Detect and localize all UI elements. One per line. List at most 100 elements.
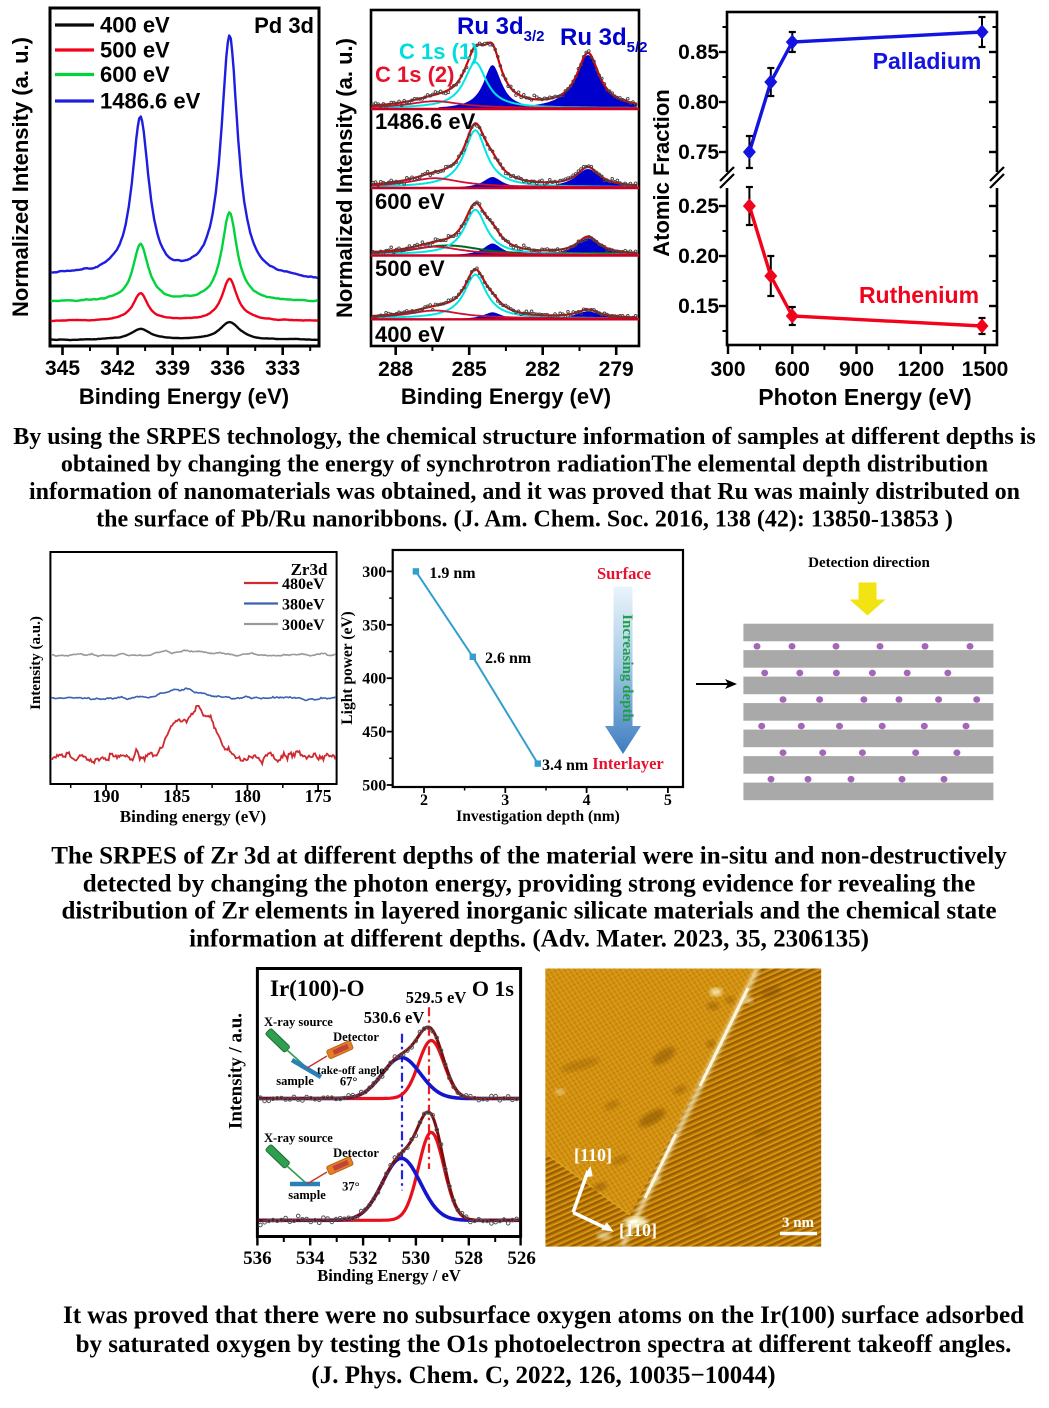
svg-text:345: 345 <box>45 357 80 380</box>
svg-text:Ir(100)-O: Ir(100)-O <box>270 976 365 1001</box>
svg-text:900: 900 <box>839 358 874 381</box>
svg-text:526: 526 <box>507 1248 536 1269</box>
svg-text:282: 282 <box>525 358 560 381</box>
svg-text:Light power (eV): Light power (eV) <box>339 611 356 724</box>
svg-text:380eV: 380eV <box>282 597 325 614</box>
svg-text:0.80: 0.80 <box>678 91 719 114</box>
svg-text:Binding Energy (eV): Binding Energy (eV) <box>79 384 289 409</box>
svg-text:180: 180 <box>234 786 261 806</box>
svg-text:342: 342 <box>100 357 135 380</box>
svg-text:400 eV: 400 eV <box>100 13 170 38</box>
svg-text:By using the SRPES technology,: By using the SRPES technology, the chemi… <box>13 424 1035 450</box>
svg-text:Detector: Detector <box>333 1030 379 1044</box>
svg-text:2.6 nm: 2.6 nm <box>485 650 532 667</box>
svg-text:Increasing depth: Increasing depth <box>619 614 635 722</box>
svg-text:X-ray source: X-ray source <box>264 1131 333 1145</box>
svg-text:take-off angle: take-off angle <box>317 1065 384 1077</box>
svg-text:Palladium: Palladium <box>873 48 982 74</box>
svg-text:C 1s (1): C 1s (1) <box>399 39 478 64</box>
svg-text:[110]: [110] <box>574 1145 612 1165</box>
svg-text:O 1s: O 1s <box>472 976 515 1001</box>
svg-text:67°: 67° <box>340 1075 358 1089</box>
svg-text:1.9 nm: 1.9 nm <box>429 565 476 582</box>
svg-text:X-ray source: X-ray source <box>264 1015 333 1029</box>
svg-text:by saturated oxygen by testing: by saturated oxygen by testing the O1s p… <box>76 1331 1012 1358</box>
svg-text:600 eV: 600 eV <box>100 62 170 87</box>
svg-text:0.25: 0.25 <box>678 195 719 218</box>
svg-text:300: 300 <box>710 358 745 381</box>
svg-text:530.6 eV: 530.6 eV <box>364 1008 425 1027</box>
svg-text:Binding Energy (eV): Binding Energy (eV) <box>401 384 611 409</box>
svg-text:0.15: 0.15 <box>678 295 719 318</box>
svg-text:information of nanomaterials w: information of nanomaterials was obtaine… <box>29 479 1020 505</box>
svg-text:2: 2 <box>420 792 428 809</box>
svg-text:obtained by changing the energ: obtained by changing the energy of synch… <box>61 452 988 478</box>
svg-text:190: 190 <box>93 786 120 806</box>
svg-text:0.85: 0.85 <box>678 41 719 64</box>
svg-text:0.20: 0.20 <box>678 245 719 268</box>
svg-text:Surface: Surface <box>597 564 651 583</box>
svg-text:Interlayer: Interlayer <box>592 754 663 773</box>
svg-text:the surface of Pb/Ru nanoribbo: the surface of Pb/Ru nanoribbons. (J. Am… <box>96 507 953 533</box>
svg-text:information at different depth: information at different depths. (Adv. M… <box>189 926 869 953</box>
svg-text:339: 339 <box>155 357 190 380</box>
svg-text:534: 534 <box>296 1248 325 1269</box>
svg-text:600 eV: 600 eV <box>375 189 445 214</box>
svg-text:Zr3d: Zr3d <box>291 560 328 579</box>
svg-text:Intensity / a.u.: Intensity / a.u. <box>226 1013 247 1129</box>
svg-text:4: 4 <box>583 792 591 809</box>
svg-text:1486.6 eV: 1486.6 eV <box>375 109 476 134</box>
svg-text:Photon Energy (eV): Photon Energy (eV) <box>758 384 971 410</box>
svg-text:500 eV: 500 eV <box>100 38 170 63</box>
svg-text:600: 600 <box>775 358 810 381</box>
svg-text:Investigation depth (nm): Investigation depth (nm) <box>456 808 620 825</box>
svg-text:528: 528 <box>455 1248 484 1269</box>
svg-text:300eV: 300eV <box>282 617 325 634</box>
svg-text:400: 400 <box>362 671 386 688</box>
svg-text:Ru 3d5/2: Ru 3d5/2 <box>560 24 648 56</box>
svg-text:C 1s (2): C 1s (2) <box>375 62 454 87</box>
svg-text:450: 450 <box>362 724 386 741</box>
svg-text:Atomic Fraction: Atomic Fraction <box>649 89 674 256</box>
svg-text:350: 350 <box>362 617 386 634</box>
svg-text:Binding Energy / eV: Binding Energy / eV <box>317 1266 461 1285</box>
svg-text:Ruthenium: Ruthenium <box>859 282 979 308</box>
svg-text:1486.6 eV: 1486.6 eV <box>100 89 201 114</box>
svg-text:1500: 1500 <box>962 358 1009 381</box>
svg-text:185: 185 <box>163 786 190 806</box>
svg-text:Binding energy (eV): Binding energy (eV) <box>120 807 266 826</box>
svg-text:532: 532 <box>349 1248 378 1269</box>
svg-text:3: 3 <box>501 792 509 809</box>
svg-text:distribution of Zr elements in: distribution of Zr elements in layered i… <box>61 898 996 925</box>
svg-text:37°: 37° <box>342 1180 360 1194</box>
svg-text:Detection direction: Detection direction <box>808 555 930 571</box>
svg-text:530: 530 <box>402 1248 431 1269</box>
svg-text:500 eV: 500 eV <box>375 256 445 281</box>
svg-text:288: 288 <box>378 358 413 381</box>
svg-text:3.4 nm: 3.4 nm <box>542 757 589 774</box>
svg-text:It was proved that there were: It was proved that there were no subsurf… <box>63 1302 1024 1329</box>
svg-text:300: 300 <box>362 564 386 581</box>
svg-text:Normalized Intensity (a. u.): Normalized Intensity (a. u.) <box>8 37 33 317</box>
svg-text:0.75: 0.75 <box>678 141 719 164</box>
svg-text:536: 536 <box>243 1248 272 1269</box>
svg-text:500: 500 <box>362 778 386 795</box>
svg-text:279: 279 <box>599 358 634 381</box>
svg-text:detected by changing the photo: detected by changing the photon energy, … <box>83 871 976 898</box>
svg-text:Normalized Intensity (a. u.): Normalized Intensity (a. u.) <box>332 38 357 318</box>
svg-text:Intensity (a.u.): Intensity (a.u.) <box>28 616 44 710</box>
svg-text:(J. Phys. Chem. C, 2022, 126,: (J. Phys. Chem. C, 2022, 126, 10035−1004… <box>311 1362 775 1389</box>
svg-text:336: 336 <box>210 357 245 380</box>
svg-text:3 nm: 3 nm <box>782 1215 815 1231</box>
svg-text:1200: 1200 <box>897 358 944 381</box>
svg-text:sample: sample <box>276 1074 314 1088</box>
svg-text:175: 175 <box>305 786 332 806</box>
svg-text:Detector: Detector <box>333 1146 379 1160</box>
svg-text:Pd 3d: Pd 3d <box>254 13 314 38</box>
svg-text:400 eV: 400 eV <box>375 322 445 347</box>
svg-text:529.5 eV: 529.5 eV <box>406 988 467 1007</box>
svg-text:sample: sample <box>288 1188 326 1202</box>
svg-text:480eV: 480eV <box>282 576 325 593</box>
svg-text:[110]: [110] <box>619 1220 657 1240</box>
svg-text:285: 285 <box>452 358 487 381</box>
